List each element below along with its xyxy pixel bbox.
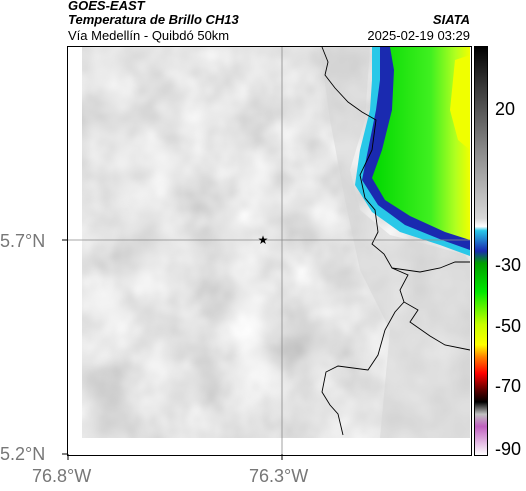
cold-cloud-core (450, 55, 470, 150)
cold-cloud-green (372, 47, 470, 240)
lon-label: 76.3°W (249, 466, 309, 486)
map-subtitle: Vía Medellín - Quibdó 50km (68, 28, 230, 43)
coastline (321, 46, 471, 351)
org-label: SIATA (432, 12, 470, 27)
colorbar-tick: -30 (495, 255, 522, 275)
star-icon: ★ (258, 233, 269, 247)
product-label: GOES-EAST (68, 0, 145, 13)
river-line (321, 301, 405, 436)
border-line (391, 261, 470, 273)
colorbar-tick: -70 (495, 376, 522, 396)
map-frame (67, 46, 472, 456)
map-title: Temperatura de Brillo CH13 (68, 12, 239, 27)
lat-label: 5.7°N (0, 231, 46, 251)
timestamp: 2025-02-19 03:29 (367, 28, 470, 43)
colorbar-tick: -90 (495, 439, 522, 459)
colorbar (474, 46, 488, 456)
warm-band (320, 47, 470, 438)
lon-label: 76.8°W (32, 466, 92, 486)
colorbar-tick: 20 (495, 99, 516, 119)
colorbar-tick: -50 (495, 316, 522, 336)
lat-label: 5.2°N (0, 444, 46, 464)
